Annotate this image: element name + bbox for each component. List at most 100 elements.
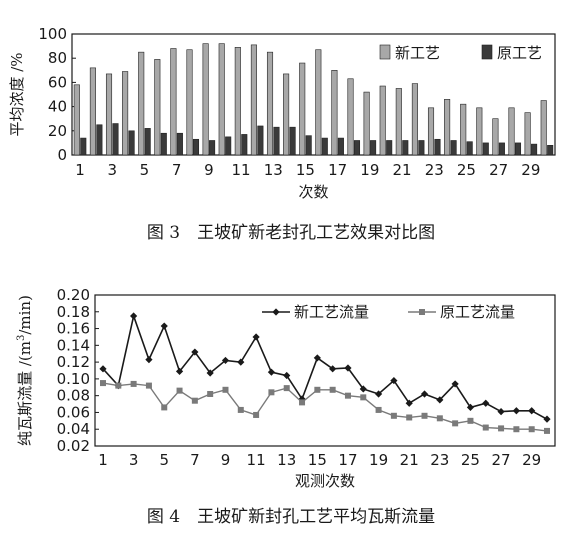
- bar-new-process: [508, 107, 515, 156]
- data-point-new-flow: [175, 367, 184, 375]
- x-tick-label: 11: [232, 161, 251, 179]
- data-point-new-flow: [374, 390, 383, 398]
- y-tick-label: 0.02: [57, 437, 90, 455]
- bar-new-process: [234, 47, 241, 156]
- bar-old-process: [514, 142, 522, 156]
- y-tick-label: 100: [38, 25, 67, 43]
- x-tick-label: 5: [159, 451, 169, 469]
- data-point-old-flow: [406, 414, 413, 421]
- data-point-old-flow: [176, 387, 183, 394]
- bar-old-process: [482, 142, 489, 156]
- y-tick-label: 20: [48, 122, 67, 140]
- bar-old-process: [112, 123, 119, 156]
- bar-new-process: [154, 59, 161, 156]
- data-point-new-flow: [160, 322, 168, 330]
- y-tick-label: 80: [48, 49, 67, 67]
- y-axis-label-prefix: 纯瓦斯流量 /(m: [16, 341, 34, 446]
- bar-new-process: [89, 67, 96, 156]
- data-point-old-flow: [421, 412, 428, 419]
- x-tick-label: 23: [430, 451, 449, 469]
- data-point-old-flow: [329, 386, 336, 393]
- y-tick-label: 0.14: [57, 336, 90, 354]
- bar-old-process: [257, 125, 264, 156]
- bar-new-process: [315, 49, 322, 156]
- bar-old-process: [192, 138, 200, 156]
- bar-new-process: [105, 73, 113, 156]
- x-tick-label: 21: [400, 451, 419, 469]
- x-tick-label: 17: [338, 451, 357, 469]
- x-tick-label: 1: [98, 451, 108, 469]
- bar-old-process: [176, 132, 183, 156]
- bar-old-process: [96, 124, 103, 156]
- bar-new-process: [250, 44, 257, 156]
- x-tick-label: 3: [129, 451, 139, 469]
- y-axis-label-superscript: 3: [16, 335, 27, 341]
- x-tick-label: 25: [457, 161, 476, 179]
- series-line-new-flow: [102, 313, 548, 420]
- data-point-old-flow: [467, 417, 474, 424]
- bar-old-process: [209, 140, 216, 156]
- y-tick-label: 0.18: [57, 303, 90, 321]
- figure-caption: 图 4 王坡矿新封孔工艺平均瓦斯流量: [147, 507, 435, 527]
- data-point-old-flow: [544, 427, 550, 434]
- y-tick-label: 0.06: [57, 403, 90, 421]
- data-point-new-flow: [252, 333, 260, 341]
- data-point-new-flow: [329, 365, 337, 373]
- bar-old-process: [321, 137, 328, 156]
- x-axis-label: 次数: [298, 183, 328, 201]
- bar-old-process: [241, 134, 248, 156]
- bar-old-process: [289, 126, 296, 156]
- x-tick-label: 23: [425, 161, 444, 179]
- data-point-new-flow: [221, 356, 230, 365]
- data-point-new-flow: [344, 364, 352, 372]
- x-tick-label: 25: [461, 451, 480, 469]
- bar-old-process: [273, 126, 280, 156]
- x-tick-label: 9: [204, 161, 214, 179]
- bar-new-process: [186, 49, 193, 156]
- legend-label: 新工艺流量: [294, 303, 369, 321]
- data-point-old-flow: [268, 389, 275, 396]
- x-tick-label: 29: [521, 161, 540, 179]
- x-tick-label: 15: [308, 451, 327, 469]
- y-axis-label: 平均浓度 /%: [8, 52, 26, 136]
- bar-old-process: [531, 143, 538, 156]
- legend: 新工艺 原工艺: [379, 44, 542, 62]
- y-tick-label: 0.12: [57, 353, 90, 371]
- bar-old-process: [466, 141, 473, 156]
- x-axis-label: 观测次数: [295, 472, 355, 490]
- x-tick-label: 3: [107, 161, 117, 179]
- bar-new-process: [202, 43, 209, 156]
- legend-marker: [419, 309, 425, 315]
- legend-marker: [272, 308, 280, 316]
- y-tick-label: 40: [48, 98, 67, 116]
- bar-new-process: [283, 73, 290, 156]
- data-point-new-flow: [390, 376, 398, 385]
- bar-old-process: [80, 137, 87, 156]
- bar-old-process: [498, 142, 505, 156]
- data-point-new-flow: [543, 415, 551, 423]
- data-point-new-flow: [528, 407, 536, 415]
- bar-old-process: [370, 140, 377, 156]
- data-point-old-flow: [145, 382, 152, 389]
- x-tick-label: 9: [221, 451, 231, 469]
- bar-new-process: [347, 78, 354, 156]
- data-point-new-flow: [497, 408, 505, 416]
- data-point-new-flow: [512, 407, 520, 415]
- x-tick-label: 19: [360, 161, 379, 179]
- data-point-old-flow: [115, 382, 122, 389]
- x-tick-label: 19: [369, 451, 388, 469]
- x-tick-label: 21: [393, 161, 412, 179]
- x-tick-label: 29: [522, 451, 541, 469]
- data-point-old-flow: [498, 425, 505, 432]
- y-tick-label: 0: [57, 146, 67, 164]
- bar-new-process: [540, 100, 547, 156]
- y-tick-label: 0.04: [57, 420, 90, 438]
- legend: 新工艺流量 原工艺流量: [262, 303, 515, 321]
- data-point-old-flow: [513, 426, 520, 433]
- data-point-new-flow: [283, 371, 291, 380]
- data-point-new-flow: [420, 390, 429, 398]
- x-tick-label: 13: [277, 451, 296, 469]
- bar-new-process: [460, 103, 467, 156]
